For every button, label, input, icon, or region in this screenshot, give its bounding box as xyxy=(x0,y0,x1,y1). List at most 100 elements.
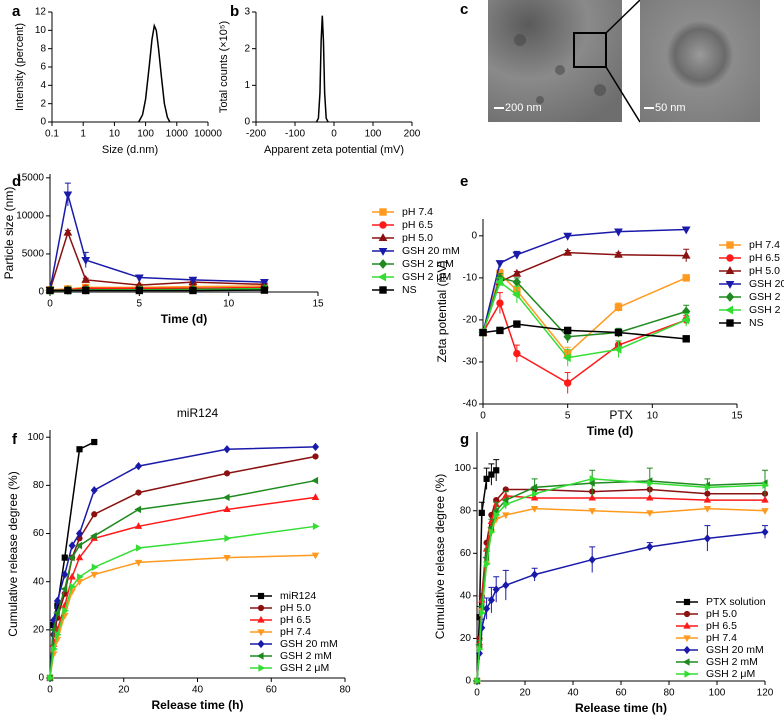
x-tick-label: 0 xyxy=(474,688,480,699)
scale-label: 200 nm xyxy=(505,102,542,114)
x-axis-label: Release time (h) xyxy=(151,698,243,712)
legend-label: GSH 20 mM xyxy=(706,644,764,656)
marker xyxy=(64,192,71,198)
x-tick-label: 100 xyxy=(709,688,726,699)
x-tick-label: 40 xyxy=(192,685,204,696)
x-tick-label: 10000 xyxy=(194,129,222,140)
x-tick-label: 5 xyxy=(565,411,571,422)
y-tick-label: 10 xyxy=(35,25,47,36)
marker xyxy=(514,350,520,356)
marker xyxy=(589,556,595,563)
y-tick-label: 15000 xyxy=(16,172,44,183)
x-tick-label: 5 xyxy=(137,299,143,310)
legend-label: pH 6.5 xyxy=(402,219,433,231)
y-tick-label: 2 xyxy=(244,43,250,54)
data-line xyxy=(50,526,316,678)
legend-marker xyxy=(379,273,385,280)
legend-label: GSH 20 mM xyxy=(280,638,338,650)
marker xyxy=(224,446,230,453)
legend-label: pH 7.4 xyxy=(280,626,311,638)
chart-title: miR124 xyxy=(177,406,219,420)
legend-label: GSH 2 μM xyxy=(280,662,329,674)
data-line xyxy=(50,447,316,678)
marker xyxy=(313,523,318,529)
y-tick-label: 8 xyxy=(40,43,46,54)
legend-marker xyxy=(684,611,689,616)
x-tick-label: 80 xyxy=(339,685,351,696)
legend-label: pH 7.4 xyxy=(402,206,433,218)
legend-marker xyxy=(380,209,386,215)
y-tick-label: 80 xyxy=(33,480,45,491)
panel-label: b xyxy=(230,3,239,20)
x-tick-label: 0.1 xyxy=(45,129,59,140)
legend-label: pH 6.5 xyxy=(280,614,311,626)
legend-marker xyxy=(727,320,733,326)
marker xyxy=(92,439,97,444)
y-tick-label: -10 xyxy=(463,273,478,284)
x-axis-label: Time (d) xyxy=(161,312,207,326)
particle xyxy=(594,84,606,96)
marker xyxy=(224,471,229,476)
x-tick-label: -100 xyxy=(285,129,305,140)
legend-label: PTX solution xyxy=(706,596,766,608)
marker xyxy=(65,287,71,293)
marker xyxy=(64,229,71,235)
x-tick-label: 40 xyxy=(567,688,579,699)
marker xyxy=(647,544,653,551)
marker xyxy=(705,491,710,496)
legend-marker xyxy=(727,255,733,261)
scale-label: 50 nm xyxy=(655,102,686,114)
x-tick-label: -200 xyxy=(246,129,266,140)
marker xyxy=(62,555,67,560)
legend-label: pH 5.0 xyxy=(402,232,433,244)
legend-marker xyxy=(380,222,386,228)
legend-marker xyxy=(258,641,264,648)
marker xyxy=(514,321,520,327)
panel-label: e xyxy=(460,173,468,190)
y-tick-label: 0 xyxy=(244,117,250,128)
y-tick-label: 3 xyxy=(244,7,250,18)
marker xyxy=(480,329,486,335)
marker xyxy=(479,510,484,515)
x-axis-label: Release time (h) xyxy=(575,701,667,715)
marker xyxy=(136,463,142,470)
legend-label: pH 6.5 xyxy=(749,252,780,264)
y-tick-label: -30 xyxy=(463,357,478,368)
marker xyxy=(494,468,499,473)
legend-label: pH 5.0 xyxy=(280,602,311,614)
legend-label: GSH 2 mM xyxy=(706,656,758,668)
marker xyxy=(762,529,768,536)
y-tick-label: 100 xyxy=(454,463,471,474)
data-line xyxy=(50,456,316,678)
legend-marker xyxy=(380,287,386,293)
y-tick-label: -40 xyxy=(463,399,478,410)
legend-label: GSH 20 mM xyxy=(402,245,460,257)
panel-label: c xyxy=(460,1,468,18)
marker xyxy=(313,454,318,459)
legend-marker xyxy=(259,665,264,671)
marker xyxy=(190,287,196,293)
legend-label: GSH 2 μM xyxy=(749,304,784,316)
y-axis-label: Particle size (nm) xyxy=(2,187,16,280)
panel-label: g xyxy=(460,431,469,448)
data-line xyxy=(50,481,316,678)
legend-label: GSH 2 μM xyxy=(706,668,755,680)
legend-marker xyxy=(684,659,689,665)
x-tick-label: 10 xyxy=(109,129,121,140)
marker xyxy=(92,564,97,570)
legend-label: pH 6.5 xyxy=(706,620,737,632)
legend-marker xyxy=(685,671,690,677)
panel-label: f xyxy=(12,431,18,448)
y-tick-label: 5000 xyxy=(22,249,45,260)
particle xyxy=(514,34,526,46)
legend-label: GSH 2 mM xyxy=(749,291,784,303)
x-tick-label: 100 xyxy=(137,129,154,140)
x-tick-label: 20 xyxy=(519,688,531,699)
y-tick-label: 6 xyxy=(40,62,46,73)
x-axis-label: Time (d) xyxy=(587,424,633,438)
marker xyxy=(136,490,141,495)
marker xyxy=(313,494,319,499)
y-tick-label: 12 xyxy=(35,7,47,18)
marker xyxy=(564,327,570,333)
marker xyxy=(92,512,97,517)
